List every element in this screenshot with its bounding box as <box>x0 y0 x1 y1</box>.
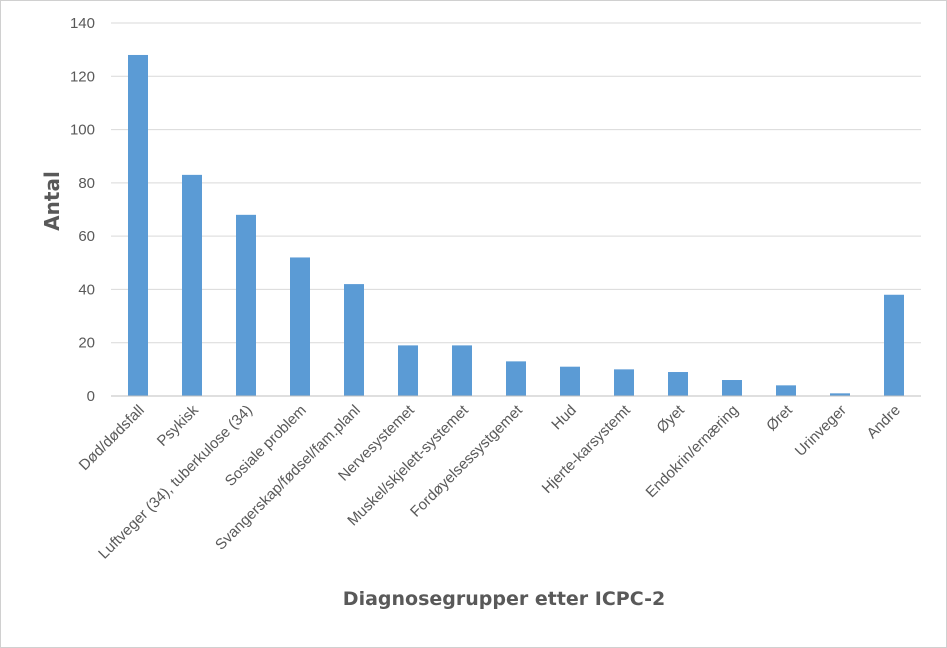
x-category-label: Øret <box>763 401 796 434</box>
y-tick-label: 0 <box>87 388 95 405</box>
bar <box>128 54 148 396</box>
bar <box>452 345 472 396</box>
bar <box>776 385 796 396</box>
bar <box>830 393 850 396</box>
bars <box>128 54 904 396</box>
x-category-label: Endokrin/ernæring <box>643 402 742 501</box>
x-category-label: Død/dødsfall <box>76 402 148 474</box>
bar <box>290 257 310 396</box>
bar <box>182 174 202 396</box>
x-category-label: Øyet <box>653 401 688 436</box>
bar <box>614 369 634 396</box>
x-axis-title: Diagnosegrupper etter ICPC-2 <box>343 588 665 610</box>
bar <box>398 345 418 396</box>
y-tick-label: 60 <box>78 228 95 245</box>
x-category-label: Psykisk <box>154 401 202 449</box>
bar <box>344 284 364 396</box>
bar <box>668 372 688 396</box>
y-tick-label: 120 <box>70 68 95 85</box>
y-tick-label: 40 <box>78 281 95 298</box>
grid-lines <box>111 22 921 344</box>
x-category-label: Urinveger <box>792 402 850 460</box>
y-tick-label: 140 <box>70 15 95 32</box>
bar <box>560 366 580 396</box>
y-axis-title: Antal <box>40 171 64 231</box>
y-tick-labels: 0 20 40 60 80 100 120 140 <box>70 15 95 405</box>
y-tick-label: 20 <box>78 335 95 352</box>
y-tick-label: 80 <box>78 175 95 192</box>
bar <box>506 361 526 396</box>
x-category-label: Fordøyelsessystgemet <box>407 401 526 520</box>
bar <box>236 214 256 396</box>
y-tick-label: 100 <box>70 122 95 139</box>
x-category-label: Andre <box>864 402 904 442</box>
bar <box>884 294 904 396</box>
x-category-label: Hud <box>548 402 579 433</box>
bar <box>722 380 742 396</box>
